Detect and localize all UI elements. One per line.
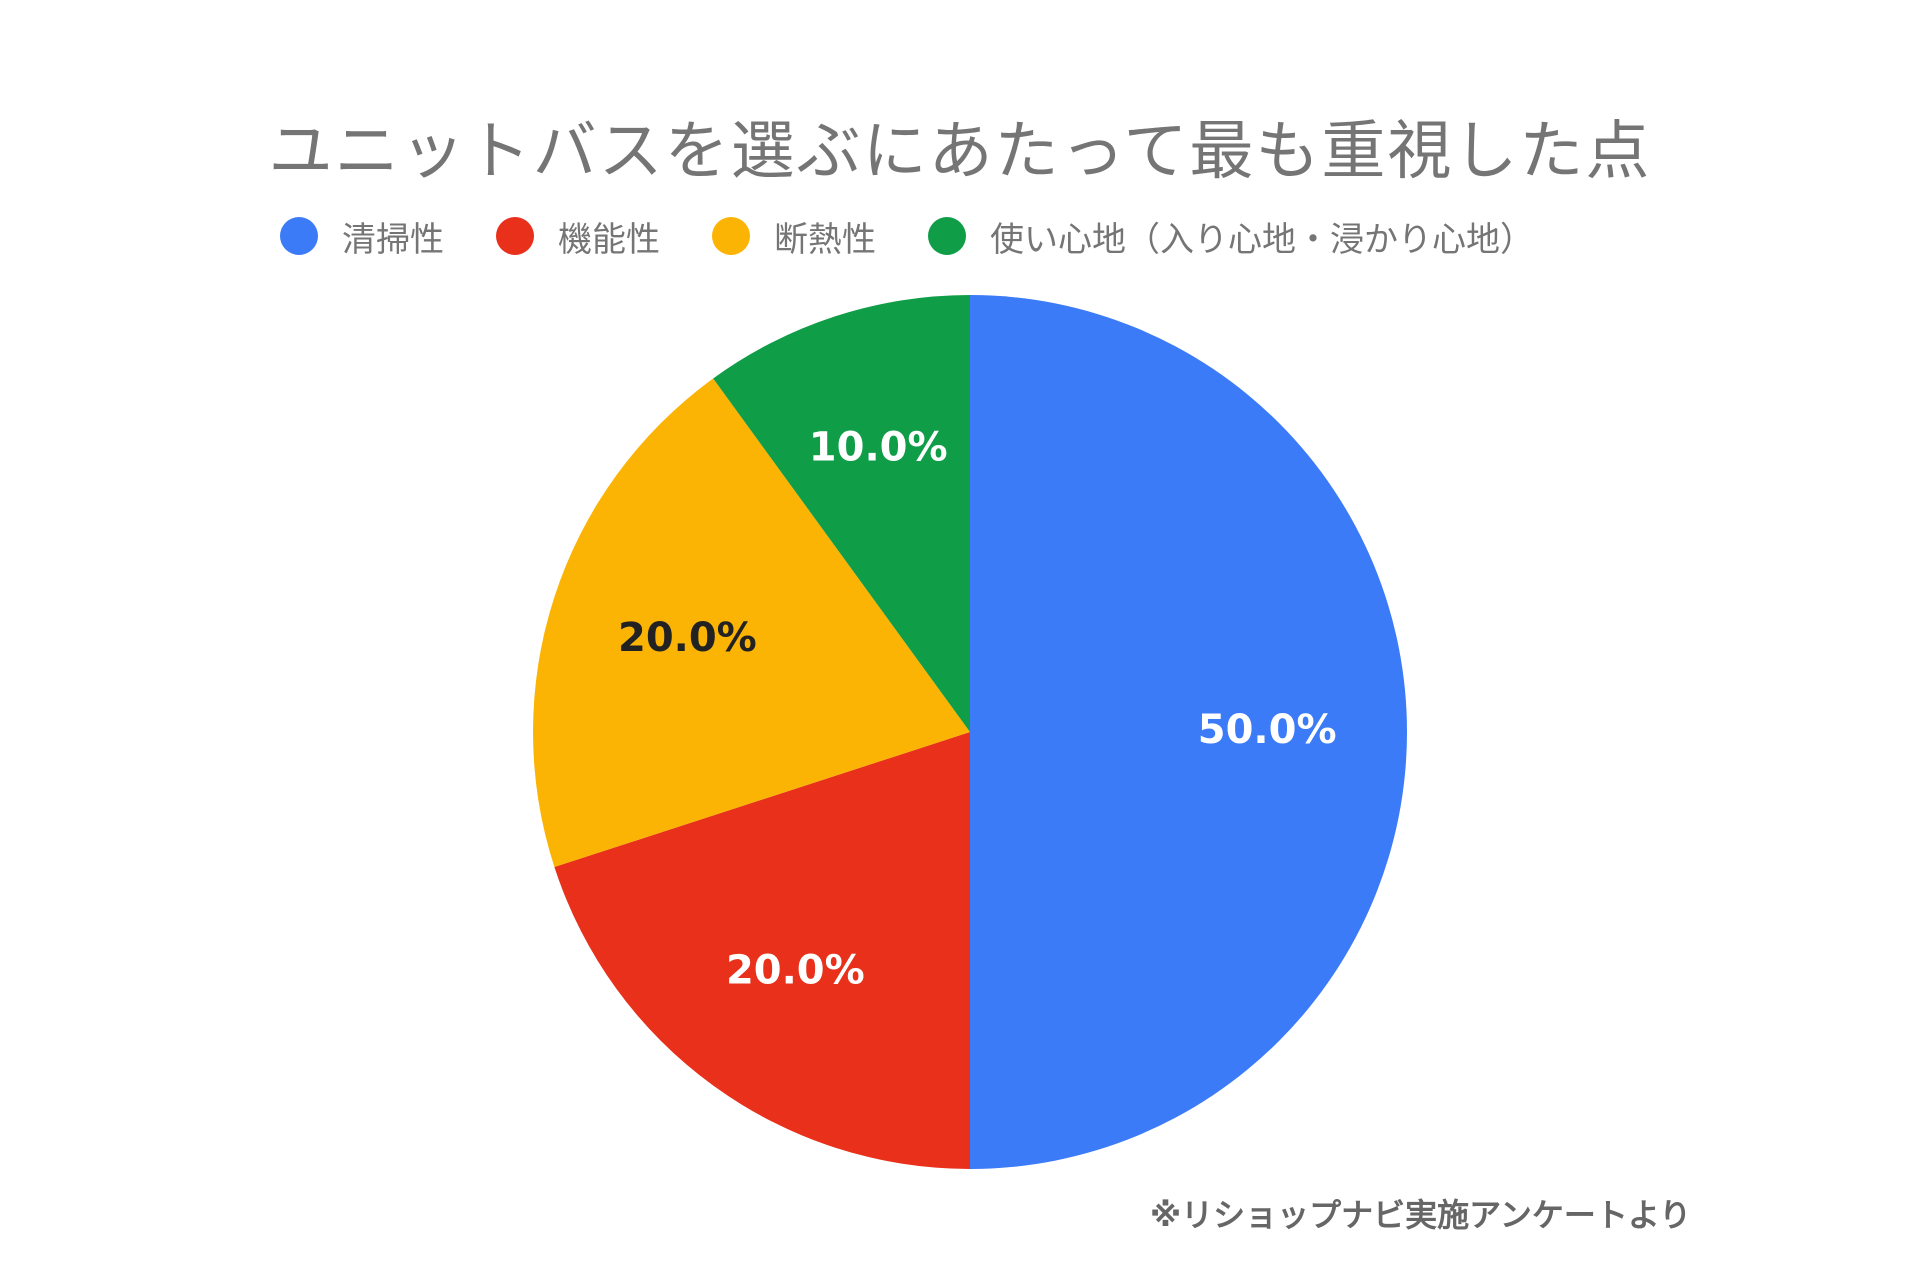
legend-swatch: [280, 217, 318, 255]
chart-title: ユニットバスを選ぶにあたって最も重視した点: [268, 115, 1652, 189]
legend-item-cleaning: 清掃性: [280, 212, 444, 261]
slice-data-label: 20.0%: [618, 615, 757, 661]
slice-insulation: [533, 378, 970, 868]
legend-swatch: [928, 217, 966, 255]
chart-legend: 清掃性 機能性 断熱性 使い心地（入り心地・浸かり心地）: [280, 212, 1586, 260]
legend-label: 清掃性: [342, 219, 444, 260]
slice-function: [554, 732, 970, 1169]
legend-item-insulation: 断熱性: [712, 212, 876, 261]
slice-comfort: [713, 295, 970, 732]
legend-label: 使い心地（入り心地・浸かり心地）: [990, 219, 1534, 260]
legend-swatch: [712, 217, 750, 255]
legend-label: 機能性: [558, 219, 660, 260]
slice-data-label: 10.0%: [809, 424, 948, 470]
slice-data-label: 50.0%: [1198, 707, 1337, 753]
source-note: ※リショップナビ実施アンケートより: [1150, 1196, 1692, 1234]
legend-item-comfort: 使い心地（入り心地・浸かり心地）: [928, 212, 1534, 261]
legend-swatch: [496, 217, 534, 255]
legend-label: 断熱性: [774, 219, 876, 260]
slice-data-label: 20.0%: [726, 947, 865, 993]
legend-item-function: 機能性: [496, 212, 660, 261]
slice-cleaning: [970, 295, 1407, 1169]
